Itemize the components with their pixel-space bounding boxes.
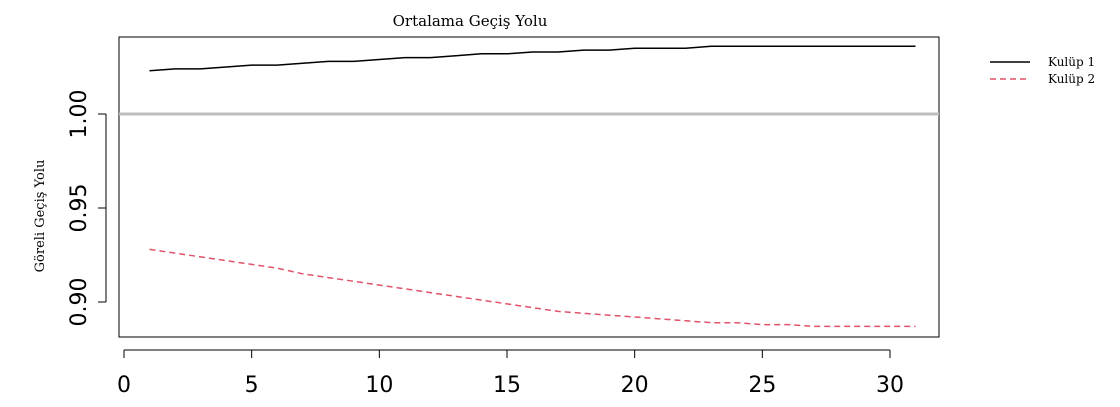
series-line-1	[149, 45, 916, 72]
y-tick-label: 0.95	[67, 184, 92, 233]
y-axis-label: Göreli Geçiş Yolu	[33, 160, 48, 273]
y-axis: 0.90 0.95 1.00	[67, 90, 107, 327]
y-tick-label: 1.00	[67, 90, 92, 139]
x-axis: 0 5 10 15 20 25 30	[117, 349, 904, 398]
series-line-2	[149, 248, 916, 328]
x-tick-label: 0	[117, 373, 131, 398]
chart-title: Ortalama Geçiş Yolu	[393, 12, 548, 30]
x-tick-label: 10	[365, 373, 393, 398]
x-tick-label: 15	[493, 373, 521, 398]
plot-area	[118, 36, 940, 338]
legend: Kulüp 1 Kulüp 2	[990, 55, 1095, 86]
x-tick-label: 5	[245, 373, 259, 398]
legend-label-2: Kulüp 2	[1048, 72, 1095, 86]
x-tick-label: 30	[876, 373, 904, 398]
x-tick-label: 25	[748, 373, 776, 398]
y-tick-label: 0.90	[67, 278, 92, 327]
x-tick-label: 20	[621, 373, 649, 398]
series-layer	[149, 45, 916, 328]
legend-label-1: Kulüp 1	[1048, 55, 1095, 69]
